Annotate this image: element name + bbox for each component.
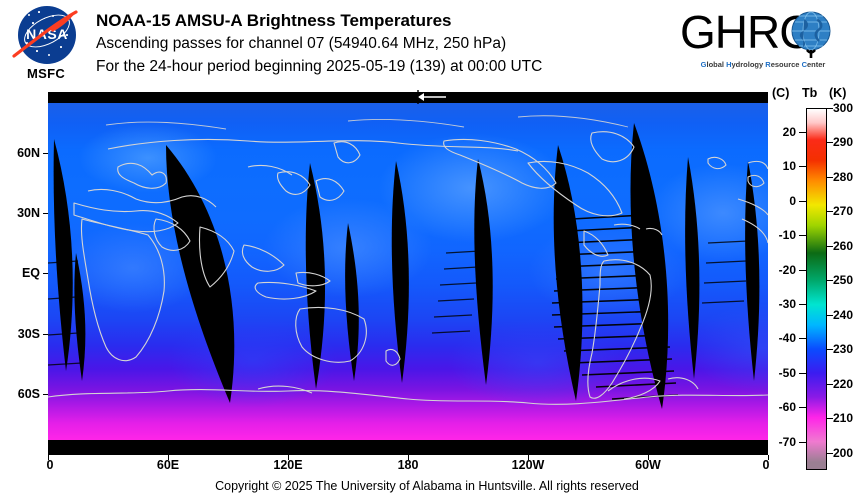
colorbar-kelvin-label: 290 xyxy=(833,135,854,150)
xtick-60E: 60E xyxy=(156,458,180,472)
ghrc-wordmark-icon: GHRC xyxy=(680,8,831,58)
colorbar[interactable] xyxy=(806,108,827,470)
colorbar-celsius-label: -30 xyxy=(778,296,796,311)
colorbar-kelvin-label: 210 xyxy=(833,411,854,426)
colorbar-celsius-tick xyxy=(799,235,806,237)
colorbar-kelvin-tick xyxy=(826,349,833,351)
ytick-30S: 30S xyxy=(17,327,40,341)
colorbar-celsius-label: -10 xyxy=(778,228,796,243)
nasa-center-label: MSFC xyxy=(26,66,66,81)
colorbar-kelvin-tick xyxy=(826,452,833,454)
colorbar-kelvin-tick xyxy=(826,383,833,385)
colorbar-kelvin-label: 280 xyxy=(833,169,854,184)
ghrc-globe-icon xyxy=(791,11,831,58)
colorbar-celsius-tick xyxy=(799,372,806,374)
ytick-60S: 60S xyxy=(17,387,40,401)
colorbar-kelvin-label: 250 xyxy=(833,273,854,288)
page-title: NOAA-15 AMSU-A Brightness Temperatures xyxy=(96,11,452,30)
colorbar-celsius-tick xyxy=(799,131,806,133)
colorbar-kelvin-label: 270 xyxy=(833,204,854,219)
colorbar-kelvin-tick xyxy=(826,280,833,282)
colorbar-celsius-tick xyxy=(799,441,806,443)
ghrc-logo: GHRC Global Hydrology Resource Center xyxy=(680,8,846,80)
xtick-360: 0 xyxy=(762,458,770,472)
colorbar-celsius-tick xyxy=(799,338,806,340)
colorbar-kelvin-label: 200 xyxy=(833,445,854,460)
ytick-30N: 30N xyxy=(17,206,40,220)
brightness-temperature-field xyxy=(48,103,768,440)
colorbar-celsius-label: -70 xyxy=(778,434,796,449)
svg-text:GHRC: GHRC xyxy=(680,8,811,58)
colorbar-kelvin-tick xyxy=(826,314,833,316)
colorbar-kelvin-tick xyxy=(826,211,833,213)
colorbar-kelvin-tick xyxy=(826,418,833,420)
south-polar-nodata-band xyxy=(48,440,768,455)
header-text-block: NOAA-15 AMSU-A Brightness Temperatures A… xyxy=(96,9,542,78)
colorbar-kelvin-tick xyxy=(826,142,833,144)
colorbar-celsius-label: -20 xyxy=(778,262,796,277)
colorbar-celsius-tick xyxy=(799,269,806,271)
ascending-node-arrow-icon xyxy=(417,90,446,104)
colorbar-kelvin-tick xyxy=(826,108,833,109)
colorbar-kelvin-label: 220 xyxy=(833,376,854,391)
colorbar-celsius-tick xyxy=(799,303,806,305)
xtick-180: 180 xyxy=(397,458,419,472)
xtick-0: 0 xyxy=(46,458,54,472)
colorbar-celsius-label: -50 xyxy=(778,365,796,380)
xtick-120E: 120E xyxy=(273,458,303,472)
colorbar-celsius-label: 20 xyxy=(782,124,796,139)
header-subtitle-period: For the 24-hour period beginning 2025-05… xyxy=(96,58,543,75)
xtick-120W: 120W xyxy=(511,458,545,472)
colorbar-kelvin-label: 230 xyxy=(833,342,854,357)
colorbar-celsius-label: -60 xyxy=(778,400,796,415)
ytick-EQ: EQ xyxy=(21,266,40,280)
nasa-meatball-circle: NASA xyxy=(18,6,76,64)
colorbar-gradient xyxy=(807,109,826,469)
ytick-60N: 60N xyxy=(17,146,40,160)
xtick-60W: 60W xyxy=(635,458,661,472)
colorbar-header-celsius: (C) xyxy=(772,86,790,100)
colorbar-kelvin-label: 260 xyxy=(833,238,854,253)
colorbar-celsius-tick xyxy=(799,200,806,202)
nasa-swoosh-icon xyxy=(12,10,78,58)
colorbar-kelvin-label: 240 xyxy=(833,307,854,322)
colorbar-kelvin-label: 300 xyxy=(833,101,854,115)
map-plot-area[interactable] xyxy=(48,92,768,455)
colorbar-celsius-tick xyxy=(799,407,806,409)
north-polar-nodata-band xyxy=(48,92,768,103)
colorbar-celsius-label: -40 xyxy=(778,331,796,346)
colorbar-kelvin-tick xyxy=(826,176,833,178)
ghrc-tagline: Global Hydrology Resource Center xyxy=(700,60,826,69)
colorbar-header-variable: Tb xyxy=(802,86,818,100)
header-subtitle-channel: Ascending passes for channel 07 (54940.6… xyxy=(96,35,507,52)
colorbar-celsius-label: 0 xyxy=(789,193,796,208)
colorbar-header-kelvin: (K) xyxy=(829,86,847,100)
colorbar-celsius-tick xyxy=(799,166,806,168)
nasa-logo: NASA MSFC xyxy=(10,6,82,86)
colorbar-kelvin-tick xyxy=(826,245,833,247)
colorbar-celsius-label: 10 xyxy=(782,159,796,174)
copyright-notice: Copyright © 2025 The University of Alaba… xyxy=(215,479,639,493)
